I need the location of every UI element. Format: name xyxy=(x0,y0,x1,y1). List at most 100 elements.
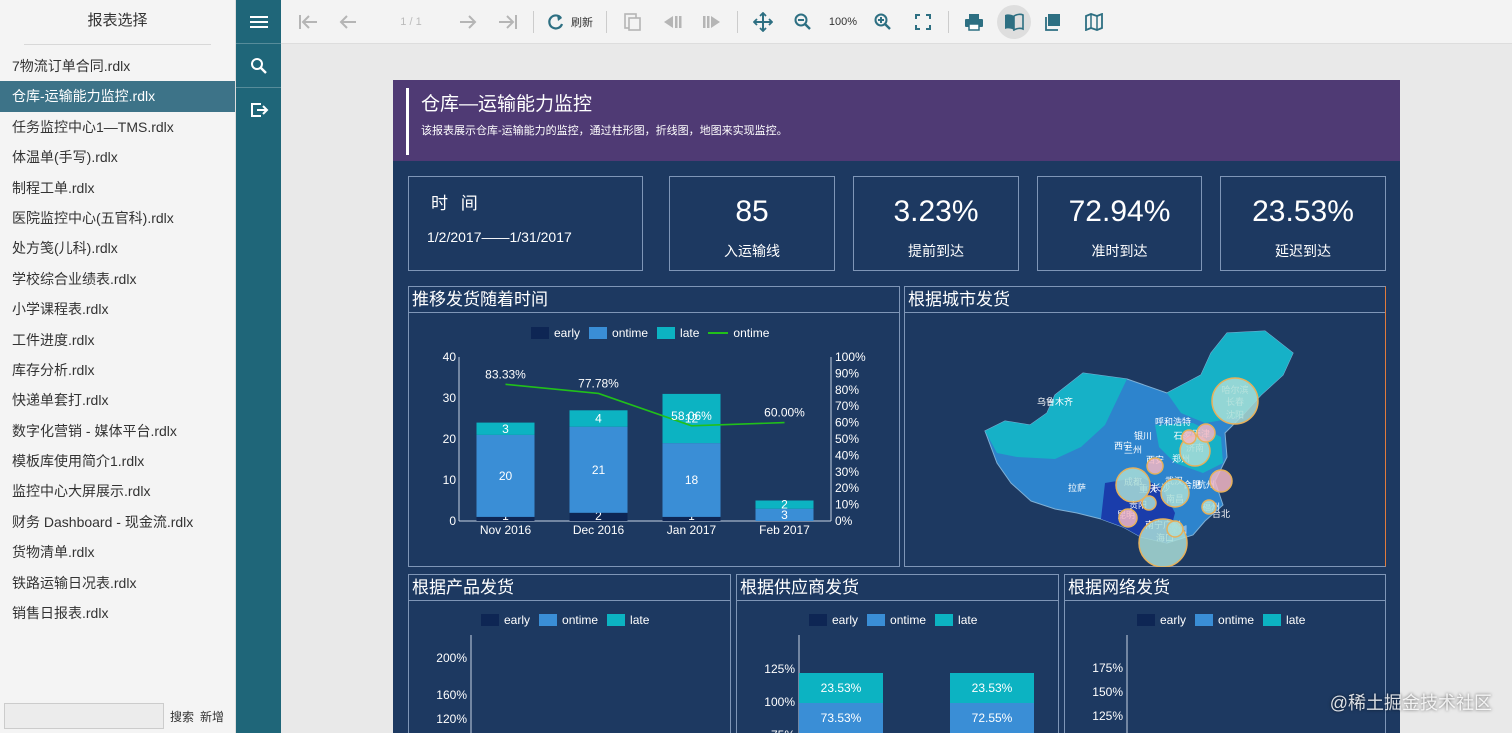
page-indicator[interactable]: 1 / 1 xyxy=(400,15,422,28)
last-page-icon[interactable] xyxy=(491,5,525,39)
report-item[interactable]: 学校综合业绩表.rdlx xyxy=(12,270,137,287)
kpi-inbound: 85 入运输线 xyxy=(669,176,835,271)
network-legend: early ontime late xyxy=(1137,613,1314,627)
header-accent xyxy=(406,88,409,155)
previous-section-icon[interactable] xyxy=(655,5,689,39)
report-item[interactable]: 铁路运输日况表.rdlx xyxy=(12,574,137,591)
y-tick-label: 175% xyxy=(1092,661,1123,675)
report-item[interactable]: 工件进度.rdlx xyxy=(12,331,95,348)
report-item[interactable]: 仓库-运输能力监控.rdlx xyxy=(0,81,235,112)
city-label: 呼和浩特 xyxy=(1155,416,1191,427)
first-page-icon[interactable] xyxy=(291,5,325,39)
report-item[interactable]: 库存分析.rdlx xyxy=(12,361,95,378)
prev-page-icon[interactable] xyxy=(331,5,365,39)
y2-tick-label: 60% xyxy=(835,416,859,430)
y-tick-label: 40 xyxy=(443,350,457,364)
bar-data-label: 73.53% xyxy=(821,711,862,725)
print-icon[interactable] xyxy=(957,5,991,39)
product-panel: 根据产品发货 early ontime late 120% 160% 200% xyxy=(408,574,731,733)
report-item[interactable]: 数字化营销 - 媒体平台.rdlx xyxy=(12,422,177,439)
bar-data-label: 18 xyxy=(685,473,699,487)
report-item[interactable]: 销售日报表.rdlx xyxy=(12,605,109,622)
book-view-icon[interactable] xyxy=(997,4,1031,39)
city-label: 兰州 xyxy=(1124,444,1142,455)
map-view-icon[interactable] xyxy=(1077,5,1111,39)
report-item[interactable]: 制程工单.rdlx xyxy=(12,179,95,196)
legend-item: late xyxy=(657,326,699,340)
report-item[interactable]: 医院监控中心(五官科).rdlx xyxy=(12,209,174,226)
divider xyxy=(24,44,211,45)
search-input[interactable] xyxy=(4,703,164,729)
product-chart: 120% 160% 200% xyxy=(436,635,472,733)
region-northwest xyxy=(985,373,1127,459)
y-tick-label: 120% xyxy=(436,712,467,726)
legend-item: ontime xyxy=(1195,613,1254,627)
legend-label: ontime xyxy=(1218,613,1255,627)
pan-icon[interactable] xyxy=(746,5,780,39)
bar-ontime xyxy=(950,703,1034,733)
legend-label: ontime xyxy=(890,613,927,627)
menu-icon[interactable] xyxy=(236,0,281,44)
report-item[interactable]: 快递单套打.rdlx xyxy=(12,392,109,409)
report-item[interactable]: 监控中心大屏展示.rdlx xyxy=(12,483,151,500)
viewer-toolbar: 1 / 1 刷新 100% xyxy=(281,0,1512,44)
bar-early xyxy=(476,516,535,521)
legend-item: early xyxy=(809,613,858,627)
legend-label: late xyxy=(1286,613,1306,627)
kpi-value: 3.23% xyxy=(893,195,979,228)
time-label: 时 间 xyxy=(431,194,482,213)
city-label: 郑州 xyxy=(1172,453,1190,464)
refresh-button[interactable]: 刷新 xyxy=(542,5,598,39)
city-panel: 根据城市发货 乌鲁木齐拉萨呼和浩特银川西宁兰州西安郑州济南天津石家庄成都重庆贵阳… xyxy=(904,286,1386,567)
report-item[interactable]: 任务监控中心1—TMS.rdlx xyxy=(12,118,174,135)
city-label: 合肥 xyxy=(1183,479,1201,490)
next-section-icon[interactable] xyxy=(695,5,729,39)
export-icon[interactable] xyxy=(236,88,281,132)
report-item[interactable]: 货物清单.rdlx xyxy=(12,544,95,561)
bar-data-label: 23.53% xyxy=(821,681,862,695)
product-legend: early ontime late xyxy=(481,613,658,627)
city-bubble xyxy=(1201,499,1217,515)
fullscreen-icon[interactable] xyxy=(906,5,940,39)
city-bubble xyxy=(1160,478,1190,508)
add-button[interactable]: 新增 xyxy=(200,709,225,724)
search-button[interactable]: 搜索 xyxy=(170,709,195,724)
trend-legend: early ontime late ontime xyxy=(531,326,778,340)
bar-data-label: 21 xyxy=(592,463,606,477)
kpi-value: 72.94% xyxy=(1068,195,1171,228)
single-page-icon[interactable] xyxy=(1037,5,1071,39)
kpi-early: 3.23% 提前到达 xyxy=(853,176,1019,271)
zoom-in-icon[interactable] xyxy=(866,5,900,39)
y-tick-label: 0 xyxy=(449,514,456,528)
kpi-value: 85 xyxy=(735,195,769,228)
y2-tick-label: 40% xyxy=(835,448,859,462)
report-item[interactable]: 小学课程表.rdlx xyxy=(12,301,109,318)
kpi-ontime: 72.94% 准时到达 xyxy=(1037,176,1202,271)
export-page-icon[interactable] xyxy=(615,5,649,39)
y-tick-label: 30 xyxy=(443,391,457,405)
network-panel: 根据网络发货 early ontime late 100%125%150%175… xyxy=(1064,574,1386,733)
city-label: 银川 xyxy=(1134,430,1152,441)
zoom-level[interactable]: 100% xyxy=(828,15,858,28)
city-bubble xyxy=(1115,467,1151,503)
report-item[interactable]: 7物流订单合同.rdlx xyxy=(12,58,131,74)
side-toolbar xyxy=(236,0,281,733)
legend-label: early xyxy=(504,613,531,627)
bar-data-label: 3 xyxy=(781,508,788,522)
y2-tick-label: 50% xyxy=(835,432,859,446)
legend-label: late xyxy=(680,326,700,340)
report-item[interactable]: 模板库使用简介1.rdlx xyxy=(12,453,145,470)
kpi-label: 提前到达 xyxy=(908,243,964,259)
next-page-icon[interactable] xyxy=(451,5,485,39)
y-tick-label: 100% xyxy=(764,695,795,709)
report-item[interactable]: 处方笺(儿科).rdlx xyxy=(12,240,118,257)
legend-item: early xyxy=(1137,613,1186,627)
zoom-out-icon[interactable] xyxy=(786,5,820,39)
city-bubble xyxy=(1146,457,1164,475)
search-icon[interactable] xyxy=(236,44,281,88)
report-item[interactable]: 财务 Dashboard - 现金流.rdlx xyxy=(12,513,194,530)
city-label: 贵阳 xyxy=(1129,499,1147,510)
city-map: 乌鲁木齐拉萨呼和浩特银川西宁兰州西安郑州济南天津石家庄成都重庆贵阳昆明南宁长沙武… xyxy=(984,330,1294,567)
report-item[interactable]: 体温单(手写).rdlx xyxy=(12,149,118,166)
y2-tick-label: 70% xyxy=(835,399,859,413)
